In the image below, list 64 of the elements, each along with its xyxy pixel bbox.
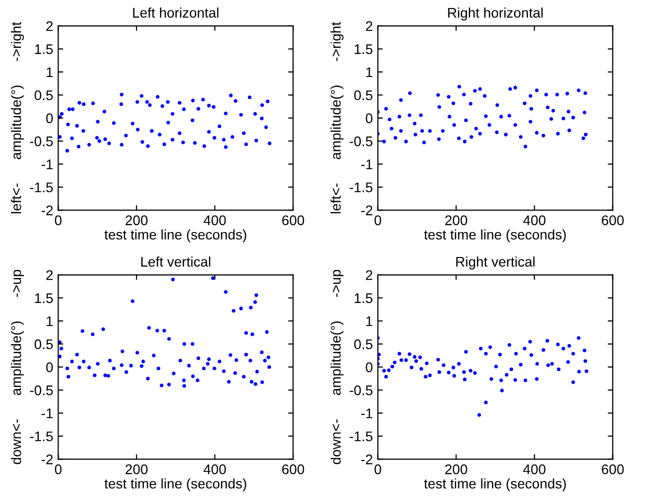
chart-title: Right vertical <box>456 256 534 270</box>
x-tick-label: 0 <box>54 215 62 226</box>
y-tick-label: 1 <box>46 67 53 77</box>
x-tick-label: 0 <box>54 464 62 474</box>
y-tick-label: 0 <box>46 113 53 124</box>
x-tick-label: 600 <box>602 215 624 226</box>
y-tick-label: 2 <box>366 270 372 280</box>
y-tick-label: -1.5 <box>350 182 372 192</box>
y-tick-label: -1.5 <box>350 432 372 442</box>
x-tick-label: 0 <box>374 215 382 226</box>
y-tick-label: -1 <box>361 408 372 418</box>
y-tick-label: -2 <box>361 454 372 464</box>
x-tick-label: 600 <box>282 215 304 226</box>
y-axis-title: down<- amplitude(°) ->up <box>10 270 24 464</box>
y-tick-label: 0 <box>46 362 53 372</box>
y-tick-label: 1.5 <box>35 44 53 54</box>
x-tick-label: 400 <box>523 215 546 226</box>
x-axis-title: test time line (seconds) <box>104 478 246 492</box>
y-tick-label: 1.5 <box>35 293 53 304</box>
x-tick-label: 200 <box>126 215 148 226</box>
y-tick-label: -0.5 <box>350 136 372 146</box>
y-tick-label: 0 <box>366 113 372 124</box>
y-tick-label: -0.5 <box>350 385 372 396</box>
y-axis-title: down<- amplitude(°) ->up <box>330 270 344 464</box>
x-tick-label: 200 <box>126 464 148 474</box>
x-tick-label: 600 <box>602 464 624 474</box>
y-tick-label: 0.5 <box>354 90 372 100</box>
y-tick-label: 0.5 <box>354 339 372 350</box>
y-tick-label: 2 <box>46 21 53 31</box>
y-tick-label: -2 <box>361 205 372 216</box>
x-axis-title: test time line (seconds) <box>424 478 566 492</box>
x-tick-label: 200 <box>445 464 468 474</box>
y-tick-label: -1.5 <box>30 182 53 192</box>
chart-title: Left horizontal <box>133 8 218 18</box>
y-tick-label: -1 <box>42 408 53 418</box>
y-axis-title: left<- amplitude(°) ->right <box>330 22 344 214</box>
x-tick-label: 400 <box>204 464 226 474</box>
x-tick-label: 400 <box>204 215 226 226</box>
y-tick-label: -1 <box>42 160 53 170</box>
x-tick-label: 600 <box>282 464 304 474</box>
y-tick-label: -1 <box>361 160 372 170</box>
y-axis-title: left<- amplitude(°) ->right <box>10 22 24 214</box>
x-axis-title: test time line (seconds) <box>104 229 246 242</box>
y-tick-label: 1 <box>366 67 372 77</box>
y-tick-label: 0 <box>366 362 372 372</box>
y-tick-label: -2 <box>42 205 53 216</box>
y-tick-label: -0.5 <box>30 385 53 396</box>
y-tick-label: 1.5 <box>354 293 372 304</box>
x-tick-label: 200 <box>445 215 468 226</box>
y-tick-label: 0.5 <box>34 90 53 100</box>
x-tick-label: 400 <box>523 464 546 474</box>
y-tick-label: 2 <box>366 21 372 31</box>
chart-title: Left vertical <box>141 256 210 267</box>
y-tick-label: -0.5 <box>30 136 53 146</box>
y-tick-label: 1.5 <box>354 44 372 54</box>
x-axis-title: test time line (seconds) <box>424 229 566 242</box>
chart-title: Right horizontal <box>448 8 543 20</box>
y-tick-label: 1 <box>46 316 53 326</box>
x-tick-label: 0 <box>374 464 382 474</box>
y-tick-label: 1 <box>366 316 372 326</box>
y-tick-label: 0.5 <box>34 339 53 350</box>
y-tick-label: 2 <box>46 270 53 280</box>
y-tick-label: -1.5 <box>30 432 53 442</box>
y-tick-label: -2 <box>42 454 53 464</box>
